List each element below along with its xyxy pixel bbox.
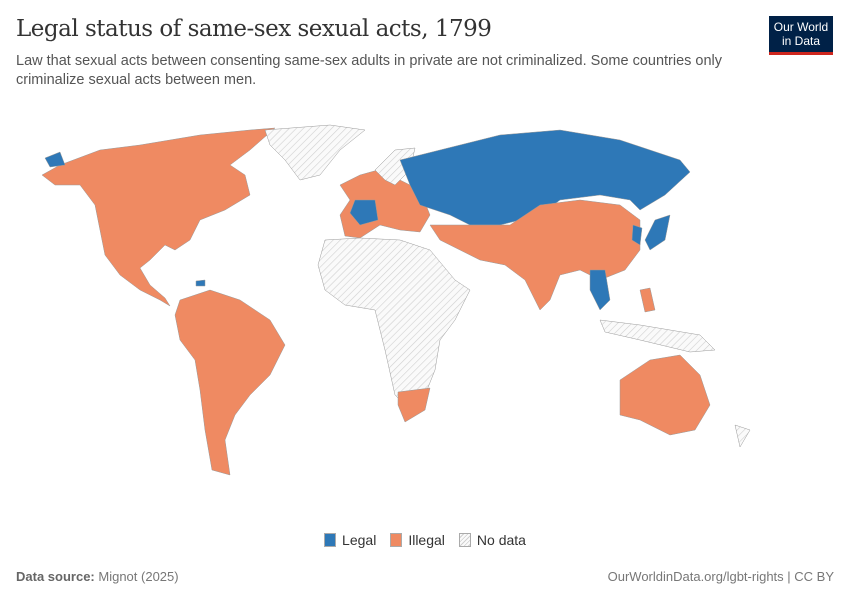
source-label: Data source: (16, 569, 95, 584)
legend-swatch (324, 533, 337, 547)
legend-item-legal[interactable]: Legal (324, 532, 376, 548)
region-greenland[interactable] (264, 124, 366, 181)
legend-label: Illegal (408, 532, 445, 548)
region-philippines[interactable] (639, 287, 656, 313)
region-indochina[interactable] (589, 269, 611, 311)
region-indonesia[interactable] (599, 319, 716, 353)
chart-subtitle: Law that sexual acts between consenting … (16, 53, 723, 88)
legend-label: No data (476, 532, 526, 548)
region-new-zealand[interactable] (734, 424, 751, 448)
source-link[interactable]: Mignot (2025) (98, 569, 179, 584)
legend-label: Legal (342, 532, 377, 548)
region-alaska[interactable] (44, 151, 66, 168)
region-korea[interactable] (631, 224, 643, 246)
legend-item-illegal[interactable]: Illegal (390, 532, 445, 548)
region-haiti[interactable] (195, 279, 206, 287)
chart-title: Legal status of same-sex sexual acts, 17… (16, 16, 492, 42)
owid-logo[interactable]: Our World in Data (769, 16, 833, 55)
legend: Legal Illegal No data (0, 532, 850, 548)
data-source: Data source: Mignot (2025) (16, 569, 179, 584)
region-north-america[interactable] (41, 127, 276, 307)
logo-line-2: in Data (781, 34, 821, 48)
legend-item-no-data[interactable]: No data (458, 532, 526, 548)
logo-line-1: Our World (773, 20, 829, 34)
region-france[interactable] (349, 199, 379, 226)
region-russia-and-central-asia[interactable] (399, 129, 691, 226)
region-africa[interactable] (317, 237, 471, 406)
region-australia[interactable] (619, 354, 711, 436)
legend-swatch (458, 533, 471, 547)
region-south-africa[interactable] (397, 387, 431, 423)
region-japan[interactable] (644, 214, 671, 251)
region-south-america[interactable] (174, 289, 286, 476)
footer-url[interactable]: OurWorldinData.org/lgbt-rights | CC BY (607, 569, 834, 584)
legend-swatch (390, 533, 403, 547)
